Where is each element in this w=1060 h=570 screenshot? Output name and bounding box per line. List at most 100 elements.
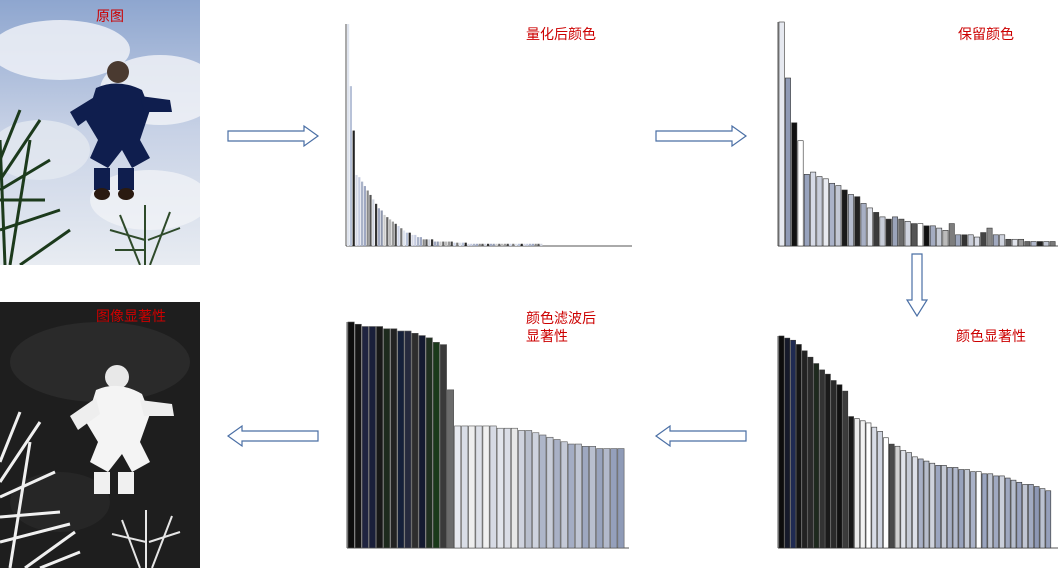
chart-bar	[871, 426, 878, 549]
chart-bar	[1016, 481, 1023, 549]
chart-bar	[475, 425, 483, 549]
chart-bar	[354, 323, 362, 549]
chart-bar	[958, 469, 965, 549]
filtered-saliency-chart	[346, 321, 629, 549]
chart-bar	[967, 234, 974, 247]
chart-bar	[1049, 241, 1056, 247]
chart-bar	[475, 243, 478, 246]
color-saliency-chart	[777, 335, 1058, 549]
chart-bar	[431, 239, 434, 246]
chart-bar	[453, 242, 456, 246]
original-label: 原图	[96, 9, 124, 25]
chart-bar	[482, 425, 490, 549]
chart-bar	[992, 234, 999, 247]
chart-bar	[1010, 479, 1017, 549]
chart-bar	[534, 243, 537, 246]
chart-bar	[459, 242, 462, 246]
chart-bar	[495, 243, 498, 246]
chart-bar	[854, 418, 860, 549]
left-arrow-icon-2	[226, 424, 319, 448]
chart-bar	[447, 389, 455, 549]
chart-bar	[447, 241, 450, 246]
chart-bar	[879, 216, 886, 247]
chart-bar	[964, 469, 970, 549]
chart-bar	[503, 427, 511, 549]
quantized-colors-chart	[345, 24, 632, 247]
left-arrow-icon-1	[654, 424, 747, 448]
chart-bar	[386, 217, 389, 246]
chart-bar	[419, 237, 422, 246]
chart-bar	[509, 243, 512, 246]
chart-bar	[461, 242, 464, 246]
chart-bar	[797, 140, 804, 247]
chart-bar	[397, 330, 405, 549]
chart-bar	[454, 425, 462, 549]
chart-bar	[428, 239, 431, 246]
chart-bar	[1018, 238, 1024, 247]
chart-bar	[865, 422, 872, 549]
chart-bar	[848, 416, 854, 549]
chart-bar	[825, 373, 831, 549]
chart-bar	[970, 471, 976, 549]
chart-bar	[425, 239, 428, 246]
chart-bar	[935, 465, 941, 549]
chart-bar	[526, 243, 529, 246]
chart-bar	[489, 425, 497, 549]
chart-bar	[411, 333, 419, 549]
chart-bar	[503, 243, 506, 246]
chart-bar	[796, 344, 802, 549]
chart-bar	[366, 190, 369, 246]
chart-bar	[473, 243, 476, 246]
chart-bar	[829, 182, 836, 247]
chart-bar	[425, 337, 433, 549]
chart-bar	[801, 350, 808, 549]
chart-bar	[866, 207, 873, 247]
chart-bar	[785, 77, 791, 247]
chart-bar	[525, 430, 533, 549]
chart-bar	[391, 221, 394, 246]
chart-bar	[369, 194, 372, 246]
chart-bar	[355, 174, 358, 246]
saliency-map-label: 图像显著性	[96, 309, 166, 325]
chart-bar	[389, 219, 392, 246]
chart-bar	[489, 243, 492, 246]
chart-bar	[986, 227, 993, 247]
chart-bar	[813, 363, 820, 549]
chart-bar	[422, 239, 425, 246]
chart-bar	[952, 467, 959, 549]
chart-bar	[540, 243, 543, 246]
chart-bar	[975, 471, 982, 549]
chart-bar	[835, 185, 842, 247]
chart-bar	[470, 243, 473, 246]
chart-bar	[917, 458, 924, 549]
chart-bar	[560, 441, 568, 549]
chart-bar	[948, 223, 955, 247]
chart-bar	[912, 456, 918, 549]
chart-bar	[900, 450, 907, 549]
chart-bar	[501, 243, 504, 246]
chart-bar	[347, 24, 350, 246]
chart-bar	[358, 177, 361, 246]
chart-bar	[941, 465, 947, 549]
chart-bar	[784, 337, 791, 549]
chart-bar	[904, 221, 911, 247]
chart-bar	[532, 432, 540, 549]
chart-bar	[888, 443, 895, 549]
chart-bar	[842, 390, 849, 549]
chart-bar	[478, 243, 481, 246]
chart-bar	[1022, 484, 1028, 549]
chart-bar	[1039, 488, 1046, 549]
chart-bar	[363, 186, 366, 246]
chart-bar	[445, 241, 448, 246]
chart-bar	[414, 234, 417, 246]
chart-bar	[498, 243, 501, 246]
chart-bar	[980, 232, 987, 247]
chart-bar	[520, 243, 523, 246]
chart-bar	[873, 212, 880, 247]
retained-colors-label: 保留颜色	[958, 27, 1014, 43]
chart-bar	[567, 443, 575, 549]
chart-bar	[942, 230, 949, 247]
chart-bar	[906, 452, 912, 549]
chart-bar	[515, 243, 518, 246]
chart-bar	[383, 328, 391, 549]
